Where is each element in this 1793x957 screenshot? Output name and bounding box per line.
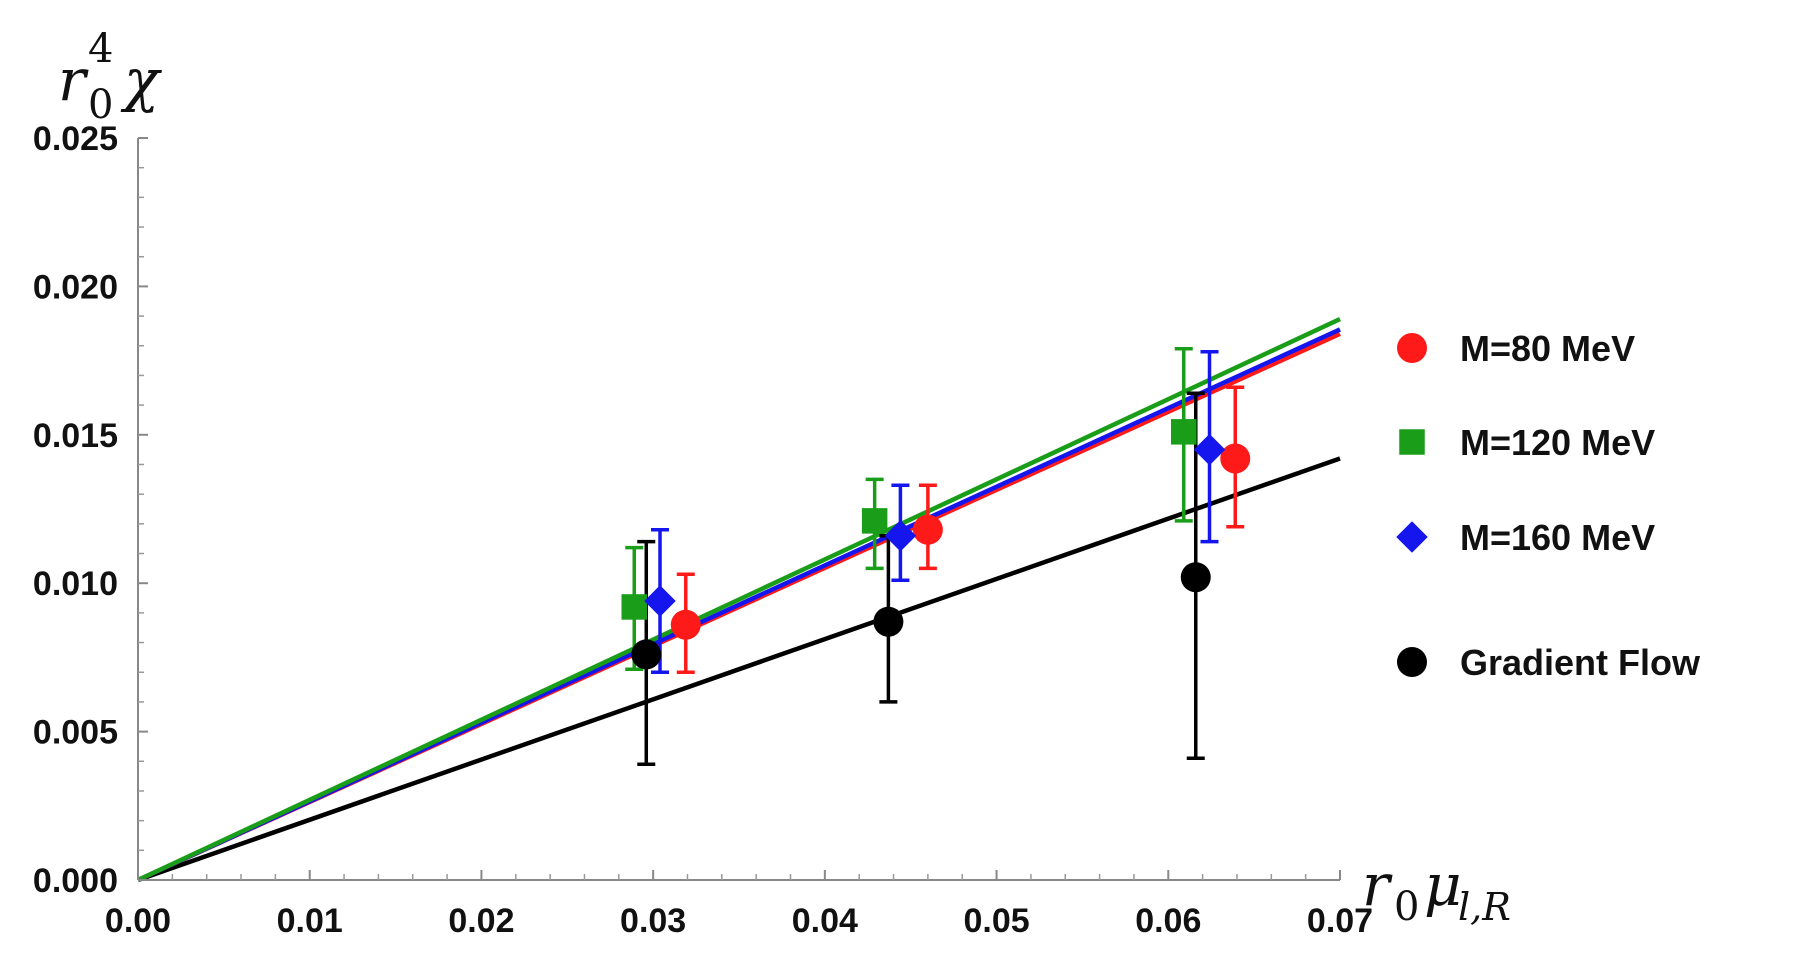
y-ticks: 0.000 0.005 0.010 0.015 0.020 0.025 bbox=[33, 120, 148, 900]
x-axis-title-sub1: 0 bbox=[1394, 884, 1419, 930]
y-title-base: r bbox=[58, 46, 89, 114]
y-axis-title: r bbox=[58, 46, 89, 114]
data-point bbox=[1399, 429, 1425, 455]
legend-label: Gradient Flow bbox=[1460, 642, 1701, 683]
y-tick-label: 0.005 bbox=[33, 714, 118, 752]
axes: 0.00 0.01 0.02 0.03 0.04 0.05 0.06 0.07 0.0000.… bbox=[33, 120, 1373, 940]
x-tick-label: 0.07 bbox=[1307, 902, 1373, 940]
data-point bbox=[861, 508, 888, 534]
legend-label: M=80 MeV bbox=[1460, 328, 1635, 369]
x-axis-title-base: r bbox=[1362, 851, 1393, 919]
x-tick-label: 0.03 bbox=[620, 902, 686, 940]
y-axis-title-sub: 0 bbox=[88, 82, 113, 128]
data-point bbox=[873, 606, 904, 637]
y-tick-label: 0.010 bbox=[33, 565, 118, 603]
data-point bbox=[670, 609, 701, 640]
data-point bbox=[1397, 647, 1427, 677]
y-axis-title-sup: 4 bbox=[88, 26, 113, 72]
legend-item: M=80 MeV bbox=[1397, 328, 1635, 369]
data-point bbox=[1396, 521, 1428, 553]
legend-item: M=160 MeV bbox=[1396, 517, 1655, 558]
x-ticks: 0.00 0.01 0.02 0.03 0.04 0.05 0.06 0.07 bbox=[105, 870, 1373, 940]
data-point bbox=[621, 594, 648, 620]
data-markers bbox=[621, 419, 1251, 670]
y-tick-label: 0.000 bbox=[33, 862, 118, 900]
legend-item: M=120 MeV bbox=[1399, 422, 1655, 463]
x-tick-label: 0.06 bbox=[1135, 902, 1201, 940]
x-tick-label: 0.01 bbox=[277, 902, 343, 940]
error-bars bbox=[625, 346, 1245, 766]
y-axis-title-greek: χ bbox=[120, 46, 162, 114]
data-point bbox=[1397, 333, 1427, 363]
legend-label: M=160 MeV bbox=[1460, 517, 1655, 558]
x-tick-label: 0.02 bbox=[448, 902, 514, 940]
data-point bbox=[1180, 562, 1211, 593]
data-point bbox=[644, 585, 676, 617]
y-tick-label: 0.020 bbox=[33, 268, 118, 306]
x-tick-label: 0.00 bbox=[105, 902, 171, 940]
data-point bbox=[631, 639, 662, 670]
x-axis-title-sub2: l,R bbox=[1458, 885, 1511, 929]
fit-line bbox=[137, 456, 1341, 883]
x-axis-title-greek: μ bbox=[1424, 851, 1462, 919]
legend-label: M=120 MeV bbox=[1460, 422, 1655, 463]
data-point bbox=[1193, 433, 1226, 466]
y-tick-label: 0.015 bbox=[33, 417, 118, 455]
data-point bbox=[884, 519, 917, 552]
data-point bbox=[1170, 419, 1197, 445]
x-tick-label: 0.05 bbox=[963, 902, 1029, 940]
data-point bbox=[912, 514, 943, 545]
legend-item: Gradient Flow bbox=[1397, 642, 1701, 683]
y-tick-label: 0.025 bbox=[33, 120, 118, 158]
fit-line bbox=[137, 317, 1341, 883]
data-point bbox=[1220, 443, 1251, 474]
x-tick-label: 0.04 bbox=[792, 902, 858, 940]
legend: M=80 MeV M=120 MeV M=160 MeV Gradient Flow bbox=[1396, 328, 1701, 683]
fit-lines bbox=[137, 317, 1341, 883]
